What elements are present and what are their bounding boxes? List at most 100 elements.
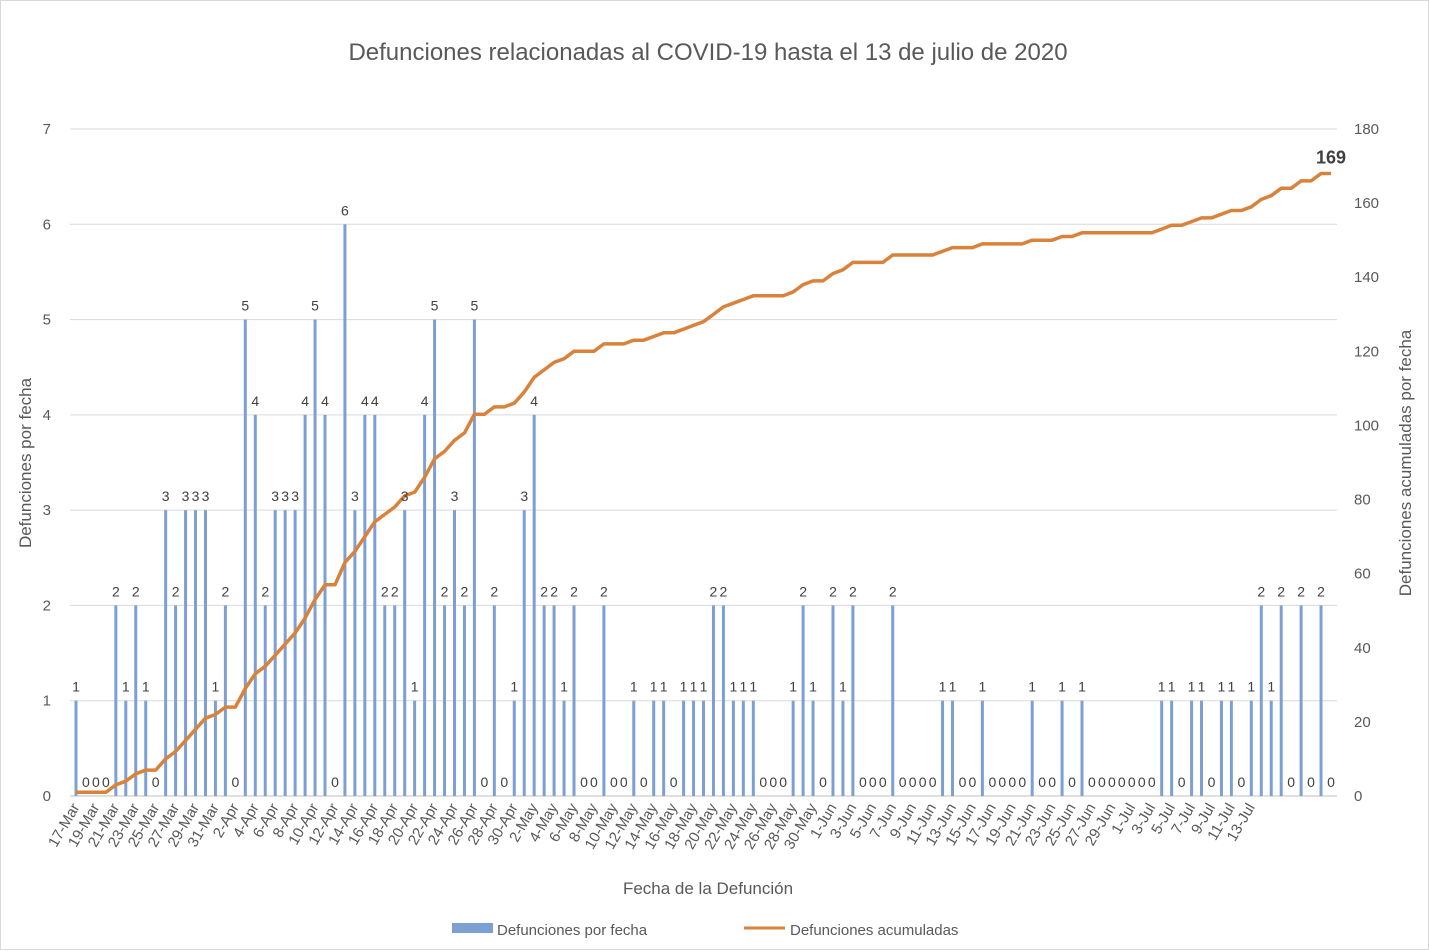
bar-data-label: 3 [202, 488, 210, 504]
bar-data-label: 1 [1218, 679, 1226, 695]
bar [801, 605, 805, 796]
legend-swatch-bars [452, 923, 493, 933]
bar-data-label: 4 [251, 393, 259, 409]
bar-data-label: 0 [1128, 774, 1136, 790]
bar [1219, 700, 1223, 796]
bar-data-label: 0 [500, 774, 508, 790]
bar-data-label: 3 [271, 488, 279, 504]
bar-data-label: 0 [1307, 774, 1315, 790]
x-axis-ticks: 17-Mar19-Mar21-Mar23-Mar25-Mar27-Mar29-M… [45, 800, 1259, 852]
bar-data-label: 1 [1158, 679, 1166, 695]
bar-data-label: 0 [1237, 774, 1245, 790]
bar [811, 700, 815, 796]
bar-data-label: 1 [660, 679, 668, 695]
bar [741, 700, 745, 796]
bar-data-label: 1 [680, 679, 688, 695]
bar [652, 700, 656, 796]
bar-data-label: 0 [919, 774, 927, 790]
bar-data-label: 1 [411, 679, 419, 695]
bar-data-label: 1 [739, 679, 747, 695]
bar [363, 414, 367, 796]
bar-data-label: 2 [710, 583, 718, 599]
bar [731, 700, 735, 796]
bar-data-label: 0 [1138, 774, 1146, 790]
bar [1319, 605, 1323, 796]
bar-data-label: 2 [849, 583, 857, 599]
bar-data-label: 5 [241, 298, 249, 314]
bar-data-label: 2 [391, 583, 399, 599]
bar [472, 319, 476, 796]
bar-data-label: 5 [311, 298, 319, 314]
bar [1259, 605, 1263, 796]
y-axis-title: Defunciones por fecha [16, 377, 35, 548]
bar-data-label: 3 [192, 488, 200, 504]
bar [124, 700, 128, 796]
bar-data-label: 3 [162, 488, 170, 504]
bar-data-label: 1 [690, 679, 698, 695]
bar [1249, 700, 1253, 796]
bar-data-label: 3 [281, 488, 289, 504]
bar [512, 700, 516, 796]
y-tick-label: 2 [43, 597, 51, 614]
bar [203, 510, 207, 796]
bar-data-label: 3 [451, 488, 459, 504]
y2-tick-label: 0 [1354, 788, 1362, 805]
bar [1160, 700, 1164, 796]
bar [1269, 700, 1273, 796]
bar [1200, 700, 1204, 796]
bar [213, 700, 217, 796]
left-axis-ticks: 0 1 2 3 4 5 6 7 [43, 121, 51, 805]
bar-data-label: 5 [471, 298, 479, 314]
bar [851, 605, 855, 796]
bar-data-label: 0 [610, 774, 618, 790]
bar-data-label: 0 [580, 774, 588, 790]
bar-data-label: 0 [620, 774, 628, 790]
bar [443, 605, 447, 796]
bar-data-label: 3 [401, 488, 409, 504]
bar-data-label: 2 [720, 583, 728, 599]
bar-data-label: 2 [1257, 583, 1265, 599]
y2-axis-title: Defunciones acumuladas por fecha [1396, 329, 1415, 596]
legend: Defunciones por fecha Defunciones acumul… [452, 922, 958, 939]
bar-data-label: 6 [341, 202, 349, 218]
bar-data-label: 0 [331, 774, 339, 790]
y2-tick-label: 40 [1354, 640, 1371, 657]
bar-data-label: 1 [939, 679, 947, 695]
bar [343, 224, 347, 797]
bar-data-label: 0 [869, 774, 877, 790]
bar [532, 414, 536, 796]
bar [791, 700, 795, 796]
bar-data-label: 1 [1198, 679, 1206, 695]
cumulative-total-label: 169 [1316, 147, 1346, 167]
bar [313, 319, 317, 796]
bar [293, 510, 297, 796]
y2-tick-label: 100 [1354, 417, 1379, 434]
bar-data-label: 1 [1267, 679, 1275, 695]
right-axis-ticks: 0 20 40 60 80 100 120 140 160 180 [1354, 121, 1379, 805]
bar-data-label: 0 [859, 774, 867, 790]
bar-data-label: 0 [929, 774, 937, 790]
bar-data-label: 1 [212, 679, 220, 695]
bar-data-label: 2 [570, 583, 578, 599]
legend-label-bars: Defunciones por fecha [497, 922, 648, 939]
y2-tick-label: 20 [1354, 714, 1371, 731]
bar-data-label: 5 [431, 298, 439, 314]
bar-data-label: 0 [480, 774, 488, 790]
bar [662, 700, 666, 796]
bar-data-label: 1 [729, 679, 737, 695]
bar [184, 510, 188, 796]
bar-data-label: 2 [461, 583, 469, 599]
bar-data-label: 0 [759, 774, 767, 790]
bar-data-label: 2 [600, 583, 608, 599]
bar [373, 414, 377, 796]
bar-data-label: 0 [1048, 774, 1056, 790]
bar [114, 605, 118, 796]
bar [1229, 700, 1233, 796]
bar-data-label: 1 [1247, 679, 1255, 695]
bar-data-label: 2 [490, 583, 498, 599]
bar-data-label: 2 [172, 583, 180, 599]
bar-data-label: 0 [988, 774, 996, 790]
bar-data-label: 2 [1277, 583, 1285, 599]
bar [542, 605, 546, 796]
